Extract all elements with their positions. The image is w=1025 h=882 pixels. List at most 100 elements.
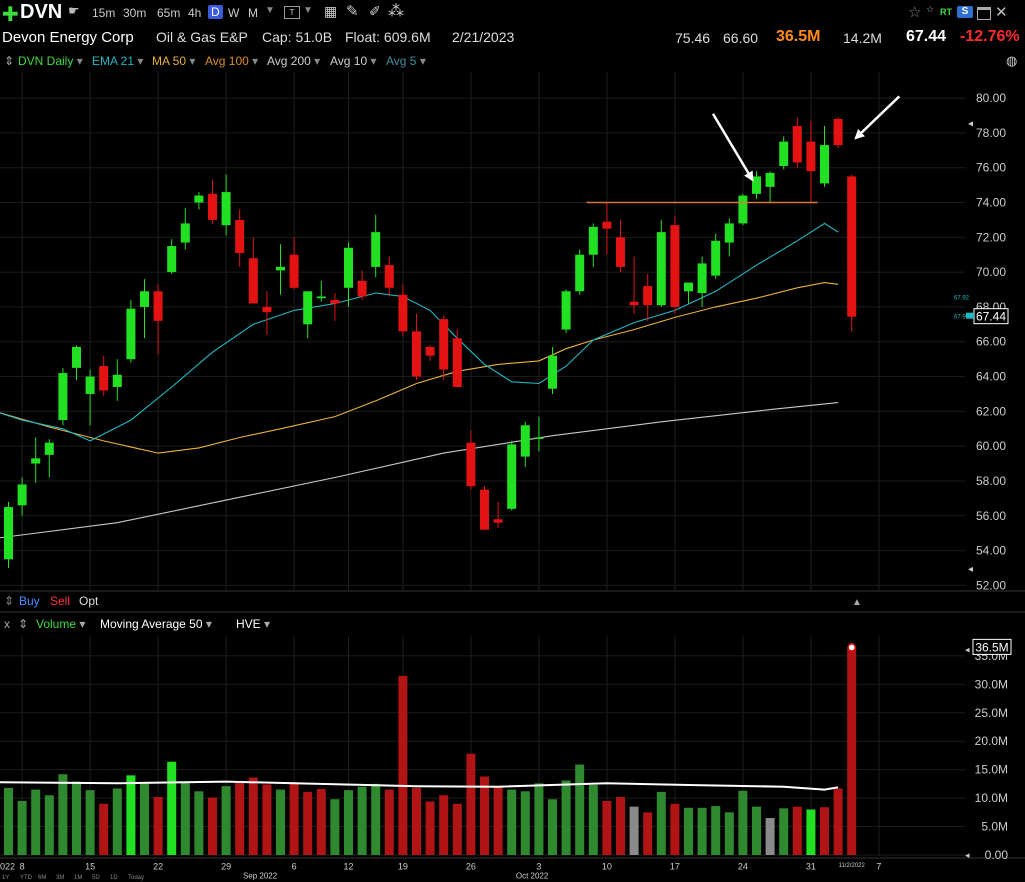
candle-body [4, 507, 13, 560]
volume-y-tick-label: 25.0M [975, 706, 1008, 720]
volume-bar [412, 787, 421, 855]
alert-icon[interactable]: ☆ [926, 4, 935, 14]
volume-panel-close[interactable]: x [4, 617, 10, 631]
company-name: Devon Energy Corp [2, 29, 134, 46]
dropdown-icon[interactable]: ▾ [205, 617, 212, 631]
candle [303, 291, 313, 339]
candle [738, 193, 748, 226]
study-ma50-label: MA 50 [152, 54, 187, 68]
candle [357, 270, 367, 300]
candle-body [44, 442, 54, 455]
candle [140, 279, 149, 339]
draw-icon[interactable]: ✎ [346, 3, 359, 20]
collapse-icon[interactable]: ⇕ [4, 54, 15, 68]
dropdown-icon[interactable]: ▾ [264, 617, 271, 631]
timeframe-65m[interactable]: 65m [157, 6, 181, 20]
candle [4, 501, 13, 568]
timeframe-15m[interactable]: 15m [92, 6, 116, 20]
options-button[interactable]: Opt [79, 594, 99, 608]
study-avg5[interactable]: Avg 5 ▾ [386, 54, 426, 68]
volume-bar [167, 761, 177, 855]
candle-body [58, 373, 68, 421]
timeframe-4h[interactable]: 4h [188, 6, 202, 20]
candle [316, 280, 326, 302]
rt-icon[interactable]: RT [940, 7, 952, 17]
buy-button[interactable]: Buy [19, 594, 40, 608]
market-cap: Cap: 51.0B [262, 29, 333, 45]
candle [221, 174, 231, 236]
dropdown-icon[interactable]: ▾ [76, 54, 83, 68]
timeframe-m[interactable]: M [248, 6, 258, 20]
volume-bar [344, 790, 353, 855]
sell-button[interactable]: Sell [50, 594, 71, 608]
x-month-label: Sep 2022 [243, 872, 278, 881]
candle-body [833, 118, 843, 146]
dropdown-icon[interactable]: ▾ [370, 54, 377, 68]
hve-study[interactable]: HVE ▾ [236, 617, 270, 631]
study-avg200-label: Avg 200 [267, 54, 311, 68]
window-icon[interactable] [977, 7, 991, 20]
network-icon[interactable]: ⁂ [388, 3, 404, 20]
volume-bar [126, 775, 136, 855]
star-icon[interactable]: ☆ [908, 4, 922, 21]
dropdown-icon[interactable]: ▾ [189, 54, 196, 68]
volume-ma-study[interactable]: Moving Average 50 ▾ [100, 617, 212, 631]
volume-bar [520, 791, 530, 855]
symbol-title[interactable]: DVN [20, 1, 63, 23]
dropdown-icon[interactable]: ▾ [79, 617, 86, 631]
volume-bar [398, 675, 408, 855]
study-avg100[interactable]: Avg 100 ▾ [205, 54, 258, 68]
x-month-label: Oct 2022 [516, 872, 549, 881]
dropdown-icon[interactable]: ▾ [137, 54, 144, 68]
volume-scroll-icon: ◂ [965, 644, 970, 654]
x-tick-label: 7 [876, 861, 881, 871]
dropdown-icon[interactable]: ▾ [419, 54, 426, 68]
volume-bar [480, 776, 489, 855]
volume-value: 36.5M [776, 28, 821, 45]
study-avg5-label: Avg 5 [386, 54, 417, 68]
timeframe-dropdown-icon[interactable]: ▼ [265, 5, 275, 16]
volume-y-tick-label: 0.00 [985, 848, 1009, 862]
volume-bar [602, 800, 612, 855]
settings-globe-icon[interactable]: ◍ [1006, 53, 1018, 68]
range-button-1y: 1Y [2, 875, 9, 881]
study-price[interactable]: DVN Daily ▾ [18, 54, 83, 68]
candle-body [779, 141, 789, 166]
dropdown-icon[interactable]: ▾ [314, 54, 321, 68]
candle [167, 239, 177, 274]
y-tick-label: 74.00 [976, 196, 1006, 210]
volume-y-tick-label: 15.0M [975, 763, 1008, 777]
candle [779, 136, 789, 170]
annotate-icon[interactable]: ✐ [369, 3, 381, 19]
candle [656, 219, 666, 307]
close-icon[interactable]: ✕ [995, 4, 1008, 21]
study-ma50[interactable]: MA 50 ▾ [152, 54, 195, 68]
add-symbol-icon[interactable]: ✚ [2, 4, 19, 26]
candle [792, 117, 802, 168]
study-avg10[interactable]: Avg 10 ▾ [330, 54, 377, 68]
collapse-icon[interactable]: ⇕ [18, 617, 29, 631]
s-icon[interactable]: S [957, 6, 973, 18]
candle [711, 233, 721, 280]
study-avg200[interactable]: Avg 200 ▾ [267, 54, 320, 68]
volume-bar [289, 782, 299, 855]
chart-style-dropdown-icon[interactable]: ▼ [303, 5, 313, 16]
candle-body [17, 484, 27, 506]
share-icon[interactable]: ☛ [68, 3, 80, 18]
collapse-panel-icon[interactable]: ▲ [852, 597, 862, 608]
candle [31, 437, 41, 483]
x-tick-label: 29 [221, 861, 231, 871]
text-chart-icon[interactable]: T [284, 6, 300, 19]
study-ema21[interactable]: EMA 21 ▾ [92, 54, 143, 68]
timeframe-w[interactable]: W [228, 6, 240, 20]
calculator-icon[interactable]: ▦ [324, 3, 338, 19]
volume-bar [629, 806, 639, 855]
collapse-icon[interactable]: ⇕ [4, 594, 15, 608]
timeframe-30m[interactable]: 30m [123, 6, 147, 20]
candle [248, 237, 258, 304]
study-price-label: DVN Daily [18, 54, 74, 68]
dropdown-icon[interactable]: ▾ [252, 54, 259, 68]
timeframe-d[interactable]: D [208, 5, 223, 19]
volume-study[interactable]: Volume ▾ [36, 617, 85, 631]
